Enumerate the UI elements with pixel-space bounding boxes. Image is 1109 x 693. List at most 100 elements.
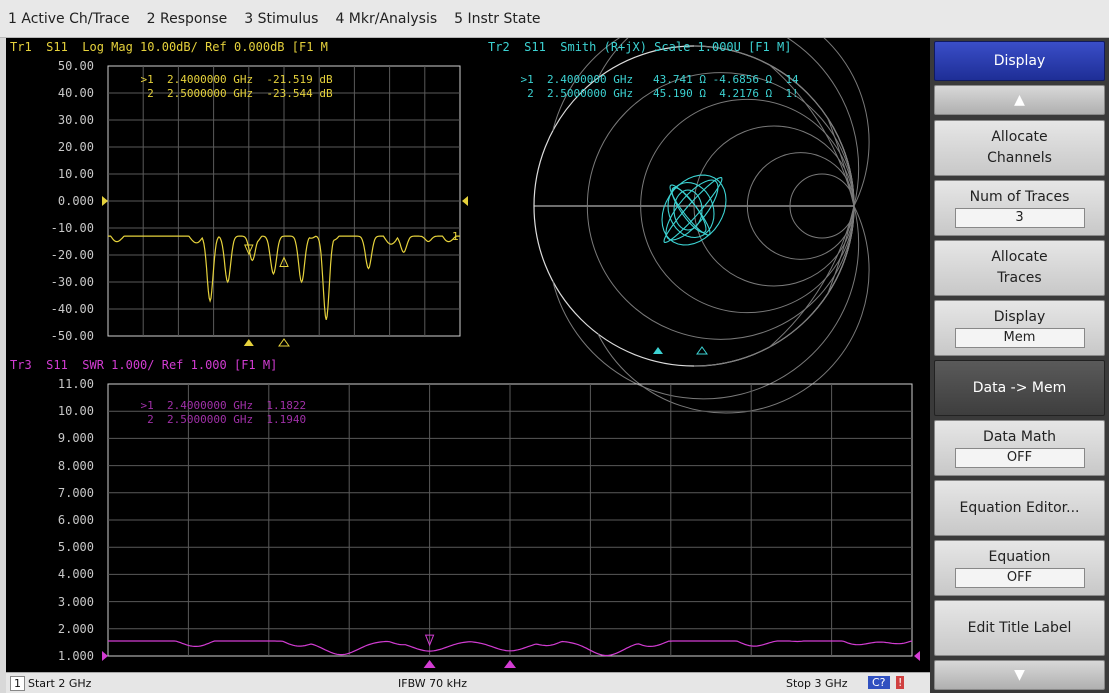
equation-value[interactable]: OFF [954, 567, 1085, 588]
y-tick-label: 5.000 [57, 540, 94, 555]
y-tick-label: -30.00 [50, 275, 94, 289]
trace3-markers [102, 634, 920, 668]
smith-trace-loop [665, 179, 719, 241]
triangle-up-icon: ▲ [1014, 92, 1025, 108]
status-bar: 1 Start 2 GHz IFBW 70 kHz Stop 3 GHz C? … [6, 672, 930, 693]
menu-response[interactable]: 2 Response [146, 10, 228, 27]
y-tick-label: 30.00 [57, 113, 94, 127]
equation-editor-button[interactable]: Equation Editor... [934, 480, 1105, 536]
smith-reactance-arc [768, 205, 855, 348]
y-tick-label: 3.000 [57, 594, 94, 609]
y-tick-label: -50.00 [50, 329, 94, 343]
y-tick-label: -10.00 [50, 221, 94, 235]
smith-reactance-arc [693, 205, 855, 367]
smith-trace-loop [661, 174, 727, 246]
trace3-marker-1 [424, 634, 435, 647]
plot-canvas [102, 38, 920, 668]
status-cal-badge: C? [868, 676, 890, 689]
smith-trace-loop [669, 184, 711, 236]
menu-mkr-analysis[interactable]: 4 Mkr/Analysis [335, 10, 438, 27]
y-tick-label: 1.000 [57, 649, 94, 663]
display-mem-button[interactable]: Display Mem [934, 300, 1105, 356]
trace2-marker-2-readout: 2 2.5000000 GHz 45.190 Ω 4.2176 Ω 1! [527, 87, 799, 100]
trace3-stim-marker-1 [423, 660, 436, 668]
trace2-stim-marker-1 [653, 347, 663, 354]
status-ifbw: IFBW 70 kHz [398, 677, 468, 690]
measurement-screen: Tr1 S11 Log Mag 10.00dB/ Ref 0.000dB [F1… [6, 38, 930, 672]
trace1-marker-1-readout: >1 2.4000000 GHz -21.519 dB [140, 73, 333, 86]
status-stop: Stop 3 GHz [786, 677, 848, 690]
smith-reactance-arc [552, 38, 860, 207]
y-tick-label: 0.000 [57, 194, 94, 208]
data-to-mem-button[interactable]: Data -> Mem [934, 360, 1105, 416]
trace3-line [108, 640, 913, 657]
trace1-end-label: 1 [452, 230, 459, 243]
smith-trace-loop [663, 177, 723, 243]
data-math-value[interactable]: OFF [954, 447, 1085, 468]
trace3-marker-2-readout: 2 2.5000000 GHz 1.1940 [147, 413, 307, 426]
y-tick-label: -20.00 [50, 248, 94, 262]
allocate-traces-label: Allocate Traces [991, 249, 1048, 286]
y-tick-label: 20.00 [57, 140, 94, 154]
y-tick-label: 10.00 [57, 167, 94, 181]
menu-active-ch-trace[interactable]: 1 Active Ch/Trace [8, 10, 130, 27]
edit-title-label-button[interactable]: Edit Title Label [934, 600, 1105, 656]
trace3-ref-marker-right [914, 651, 920, 661]
menu-instr-state[interactable]: 5 Instr State [454, 10, 541, 27]
trace1-grid [107, 65, 461, 337]
smith-reactance-arc [693, 45, 855, 207]
trace1-stim-marker-2 [278, 338, 290, 347]
y-tick-label: 6.000 [57, 513, 94, 527]
allocate-channels-label: Allocate Channels [987, 129, 1052, 166]
y-tick-label: 8.000 [57, 458, 94, 473]
y-tick-label: 50.00 [57, 59, 94, 73]
data-math-label: Data Math [983, 428, 1056, 445]
smith-reactance-arc [552, 205, 860, 400]
softkey-title-label: Display [993, 53, 1046, 69]
display-value[interactable]: Mem [954, 327, 1085, 348]
smith-trace-loop [667, 181, 715, 239]
trace1-marker-2-readout: 2 2.5000000 GHz -23.544 dB [147, 87, 333, 100]
y-tick-label: -40.00 [50, 302, 94, 316]
trace2-header[interactable]: Tr2 S11 Smith (R+jX) Scale 1.000U [F1 M] [488, 40, 792, 54]
y-tick-label: 4.000 [57, 567, 94, 582]
y-tick-label: 9.000 [57, 431, 94, 446]
softkey-scroll-up[interactable]: ▲ [934, 85, 1105, 115]
y-tick-label: 7.000 [57, 485, 94, 500]
trace2-marker-1-readout: >1 2.4000000 GHz 43.741 Ω -4.6856 Ω 14 [520, 73, 799, 86]
trace1-marker-2 [279, 256, 289, 267]
y-tick-label: 2.000 [57, 621, 94, 636]
edit-title-label-label: Edit Title Label [967, 620, 1072, 636]
trace3-ref-marker-left [102, 651, 108, 661]
allocate-channels-button[interactable]: Allocate Channels [934, 120, 1105, 176]
smith-reactance-arc [597, 38, 870, 207]
equation-label: Equation [988, 548, 1051, 565]
status-start: Start 2 GHz [28, 677, 92, 690]
equation-button[interactable]: Equation OFF [934, 540, 1105, 596]
trace1-header[interactable]: Tr1 S11 Log Mag 10.00dB/ Ref 0.000dB [F1… [10, 40, 328, 54]
trace3-header[interactable]: Tr3 S11 SWR 1.000/ Ref 1.000 [F1 M] [10, 358, 278, 372]
softkey-scroll-down[interactable]: ▼ [934, 660, 1105, 690]
softkey-title-display: Display [934, 41, 1105, 81]
trace3-stim-marker-2 [504, 660, 516, 668]
menu-stimulus[interactable]: 3 Stimulus [244, 10, 319, 27]
data-to-mem-label: Data -> Mem [972, 380, 1067, 396]
data-math-button[interactable]: Data Math OFF [934, 420, 1105, 476]
menu-bar: 1 Active Ch/Trace 2 Response 3 Stimulus … [0, 0, 1109, 38]
softkey-panel: Display ▲ Allocate Channels Num of Trace… [930, 38, 1109, 693]
display-label: Display [993, 308, 1046, 325]
triangle-down-icon: ▼ [1014, 667, 1025, 683]
trace1-markers [102, 196, 468, 347]
trace3-marker-1-readout: >1 2.4000000 GHz 1.1822 [140, 399, 307, 412]
y-tick-label: 10.00 [57, 404, 94, 419]
trace1-marker-1 [244, 244, 254, 256]
num-of-traces-button[interactable]: Num of Traces 3 [934, 180, 1105, 236]
status-warning-flag: ! [896, 676, 905, 689]
trace3-grid [107, 383, 913, 657]
num-of-traces-value[interactable]: 3 [954, 207, 1085, 228]
allocate-traces-button[interactable]: Allocate Traces [934, 240, 1105, 296]
smith-reactance-arc [768, 64, 855, 207]
y-tick-label: 40.00 [57, 86, 94, 100]
status-channel[interactable]: 1 [10, 676, 25, 691]
trace1-line [108, 235, 460, 320]
